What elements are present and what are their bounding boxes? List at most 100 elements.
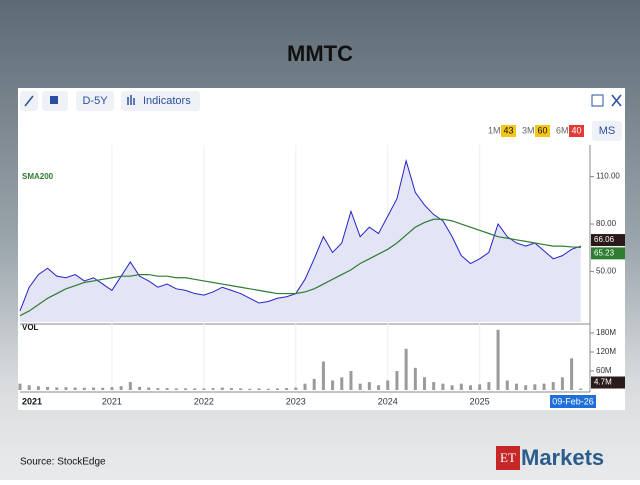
x-tick-label: 2021 [102, 396, 122, 406]
volume-bar [119, 386, 123, 390]
volume-bar [128, 382, 132, 390]
range-label: D-5Y [82, 95, 108, 107]
volume-bar [423, 377, 427, 390]
volume-bar [18, 383, 22, 390]
volume-bar [413, 367, 417, 390]
volume-bar [514, 383, 518, 390]
ms-label: MS [599, 125, 616, 137]
sma-line [19, 218, 581, 317]
source: Source: StockEdge [20, 457, 106, 468]
period-badge [569, 125, 584, 137]
last-volume-box [591, 376, 625, 389]
cursor-box [550, 395, 596, 408]
y-tick-label: 110.00 [596, 172, 620, 181]
volume-bar [331, 380, 335, 390]
y-tick-label: 50.00 [596, 267, 617, 276]
volume-bar [294, 387, 298, 390]
volume-bar [404, 348, 408, 390]
axis-start: 2021 [22, 396, 42, 406]
volume-bar [202, 388, 206, 390]
volume-bar [92, 387, 96, 390]
legend-sma: SMA200 [22, 172, 54, 181]
volume-bar [82, 387, 86, 390]
volume-bar [395, 370, 399, 390]
price-area [20, 160, 581, 322]
volume-bar [459, 383, 463, 390]
volume-bar [55, 387, 59, 390]
volume-bar [312, 378, 316, 390]
y2-tick-label: 60M [596, 366, 612, 375]
indicators-button[interactable] [121, 91, 200, 111]
indicators-label: Indicators [143, 95, 191, 107]
period-score: 60 [537, 125, 547, 135]
volume-bar [46, 386, 50, 390]
volume-bar [496, 329, 500, 390]
volume-bar [239, 388, 243, 390]
volume-bar [468, 385, 472, 390]
volume-bar [367, 382, 371, 390]
volume-bar [321, 361, 325, 390]
volume-bar [64, 387, 68, 390]
legend-vol: VOL [22, 323, 39, 332]
y2-tick-label: 120M [596, 347, 616, 356]
icon [24, 95, 34, 107]
period-badge [501, 125, 516, 137]
volume-bar [174, 388, 178, 390]
volume-bar [377, 385, 381, 390]
volume-bar [450, 385, 454, 390]
logo-markets: Markets [521, 445, 604, 470]
volume-bar [533, 384, 537, 390]
period-score: 40 [571, 125, 581, 135]
save-button[interactable] [591, 94, 604, 107]
volume-bar [358, 383, 362, 390]
volume-bar [551, 382, 555, 390]
volume-bar [211, 388, 215, 390]
volume-bar [570, 358, 574, 390]
period-score: 43 [503, 125, 513, 135]
volume-bar [303, 383, 307, 390]
last-sma: 65.23 [594, 248, 615, 257]
fullscreen-button[interactable] [611, 94, 622, 107]
x-tick-label: 2022 [194, 396, 214, 406]
last-sma-box [591, 247, 625, 260]
volume-bar [542, 383, 546, 390]
volume-bar [560, 377, 564, 390]
range-button[interactable] [76, 91, 114, 111]
icon [127, 95, 135, 105]
volume-bar [183, 388, 187, 390]
volume-bar [248, 388, 252, 390]
price-line [19, 158, 581, 312]
volume-bar [478, 384, 482, 390]
volume-bar [579, 388, 583, 390]
volume-bar [505, 380, 509, 390]
volume-bar [27, 385, 31, 390]
period-badge [535, 125, 550, 137]
volume-bar [73, 387, 77, 390]
y-tick-label: 80.00 [596, 219, 617, 228]
logo-et: ET [500, 450, 516, 465]
period-label: 1M [488, 125, 501, 135]
ms-button[interactable] [592, 121, 622, 141]
last-price-box [591, 234, 625, 247]
x-tick-label: 2024 [378, 396, 398, 406]
volume-bar [193, 388, 197, 390]
icon [50, 96, 58, 104]
volume-bar [101, 387, 105, 390]
volume-bar [36, 386, 40, 390]
last-price: 66.06 [594, 235, 615, 244]
volume-bar [229, 388, 233, 390]
volume-bar [138, 386, 142, 390]
volume-bar [340, 377, 344, 390]
volume-bar [165, 388, 169, 390]
x-tick-label: 2023 [286, 396, 306, 406]
volume-bar [147, 387, 151, 390]
volume-bar [275, 388, 279, 390]
period-label: 3M [522, 125, 535, 135]
volume-bar [441, 383, 445, 390]
volume-bar [156, 388, 160, 390]
volume-bar [257, 388, 261, 390]
volume-bar [349, 370, 353, 390]
volume-bar [266, 388, 270, 390]
volume-bar [110, 387, 114, 390]
